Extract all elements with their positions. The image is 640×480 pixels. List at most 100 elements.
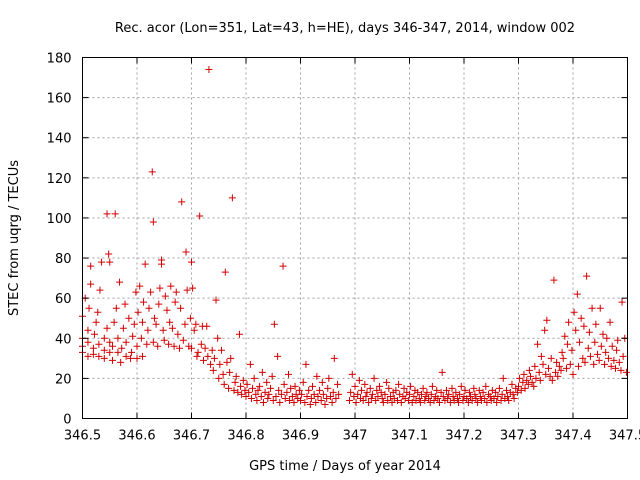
data-point [253,396,261,404]
data-point [603,334,611,342]
data-point [197,340,205,348]
data-point [272,392,280,400]
data-point [516,374,524,382]
data-point [367,394,375,402]
data-point [149,338,157,346]
data-point [619,352,627,360]
data-point [116,278,124,286]
data-point [544,364,552,372]
data-point [498,390,506,398]
data-point [394,396,402,404]
data-point [280,380,288,388]
data-point [177,304,185,312]
data-point [594,350,602,358]
data-point [286,396,294,404]
data-point [112,304,120,312]
data-point [209,366,217,374]
data-point [430,396,438,404]
data-point [535,368,543,376]
data-point [241,386,249,394]
x-tick-label: 347 [343,429,368,444]
y-tick-label: 140 [47,132,72,147]
data-point [276,398,284,406]
data-point [132,288,140,296]
data-point [383,378,391,386]
data-point [178,198,186,206]
data-point [433,386,441,394]
data-point [579,354,587,362]
data-point [321,400,329,408]
x-tick-label: 346.8 [227,429,264,444]
y-tick-label: 80 [55,252,72,267]
data-point [541,326,549,334]
data-point [410,392,418,400]
data-point [612,364,620,372]
data-point [297,396,304,404]
data-point [323,394,331,402]
data-point [122,338,130,346]
data-point [121,300,129,308]
data-point [179,336,187,344]
data-point [580,322,588,330]
data-point [565,318,573,326]
data-point [317,396,325,404]
data-point [168,324,176,332]
data-point [586,352,594,360]
data-point [408,398,416,406]
data-point [172,288,180,296]
data-point [415,394,423,402]
data-point [174,330,182,338]
data-point [103,210,111,218]
data-point [543,316,551,324]
data-point [261,388,269,396]
data-point [572,326,580,334]
data-point [159,326,167,334]
data-point [275,386,283,394]
data-point [585,328,593,336]
data-point [307,394,315,402]
data-point [363,388,371,396]
data-point [267,384,275,392]
data-point [220,380,228,388]
y-tick-label: 0 [63,413,71,428]
data-point [423,388,431,396]
data-point [368,390,376,398]
y-tick-label: 40 [55,332,72,347]
data-point [366,384,374,392]
data-point [595,356,603,364]
data-point [439,392,447,400]
data-point [406,390,413,398]
data-point [190,326,198,334]
data-point [137,334,145,342]
data-point [407,382,415,390]
x-tick-label: 347.5 [609,429,640,444]
data-point [474,398,482,406]
data-point [205,66,213,74]
data-point [577,314,585,322]
x-tick-label: 347.3 [500,429,537,444]
data-point [592,320,600,328]
data-point [583,272,591,280]
data-point [475,386,483,394]
data-point [92,318,100,326]
data-point [385,384,393,392]
data-point [417,390,425,398]
data-point [299,378,307,386]
data-point [156,284,164,292]
data-point [287,384,295,392]
data-point [188,344,195,352]
data-point [128,348,136,356]
data-point [467,392,475,400]
data-points [79,66,630,408]
data-point [397,398,405,406]
data-point [490,394,498,402]
data-point [456,390,464,398]
data-point [265,390,273,398]
data-point [334,380,342,388]
data-point [419,384,427,392]
x-tick-label: 347.1 [391,429,428,444]
y-tick-label: 160 [47,92,72,107]
x-tick-label: 346.6 [118,429,155,444]
data-point [536,376,544,384]
data-point [526,372,534,380]
